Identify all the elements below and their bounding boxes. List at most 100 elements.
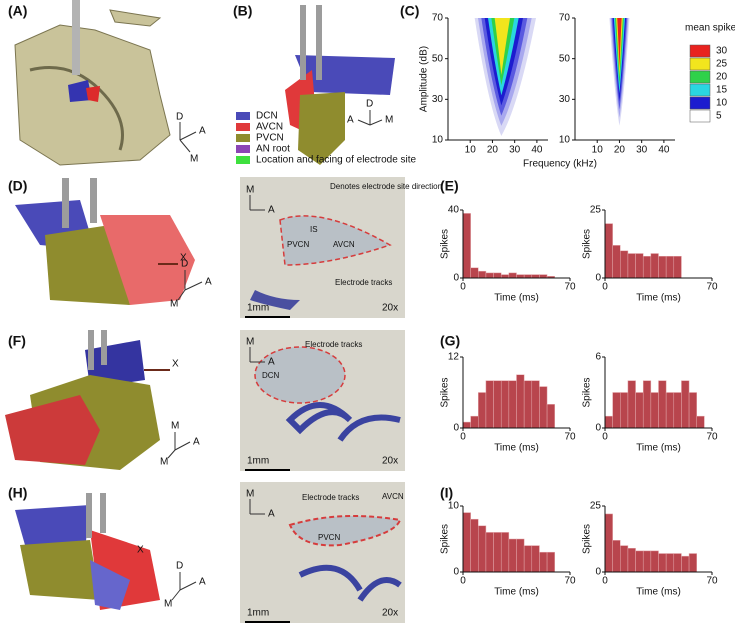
x-tick-label: 30 — [636, 145, 648, 156]
y-axis-label: Spikes — [440, 229, 451, 259]
y-tick-label: 50 — [432, 53, 444, 64]
y-tick-label: 25 — [590, 205, 602, 216]
bar — [500, 274, 510, 279]
x-tick-label: 0 — [460, 432, 466, 443]
axis-letter: M — [171, 421, 179, 432]
bar — [635, 550, 644, 573]
render-a — [14, 0, 171, 166]
contour-region — [617, 18, 622, 69]
y-tick-label: 0 — [595, 423, 601, 434]
colorbar-label: 5 — [716, 111, 722, 122]
bar — [627, 253, 636, 279]
legend-swatch — [236, 123, 250, 131]
x-tick-label: 40 — [658, 145, 670, 156]
bar — [673, 553, 682, 573]
bar — [462, 512, 471, 573]
bar — [658, 255, 667, 279]
x-axis-label: Frequency (kHz) — [523, 159, 597, 170]
x-axis-label: Time (ms) — [636, 587, 681, 598]
x-tick-label: 0 — [602, 576, 608, 587]
x-axis-label: Time (ms) — [636, 443, 681, 454]
legend-label: PVCN — [256, 133, 284, 144]
y-tick-label: 0 — [453, 423, 459, 434]
y-tick-label: 0 — [595, 273, 601, 284]
bar — [493, 272, 502, 279]
bar — [688, 392, 697, 429]
bar — [650, 253, 659, 279]
bar — [650, 392, 659, 429]
scale-label: 1mm — [247, 303, 269, 314]
y-tick-label: 10 — [448, 501, 460, 512]
bar — [539, 386, 548, 429]
legend-swatch — [236, 134, 250, 142]
bar — [462, 421, 471, 429]
scale-label: 1mm — [247, 456, 269, 467]
bar — [642, 255, 652, 279]
y-tick-label: 0 — [453, 567, 459, 578]
y-tick-label: 30 — [432, 94, 444, 105]
panel-label: (I) — [440, 485, 453, 501]
x-tick-label: 30 — [509, 145, 521, 156]
axis-letter: A — [199, 126, 206, 137]
bar — [673, 392, 682, 429]
panel-label: (G) — [440, 333, 460, 349]
histology-note: Denotes electrode site direction — [330, 182, 442, 191]
axis-letter: M — [160, 457, 168, 468]
axis-letter: A — [193, 437, 200, 448]
x-tick-label: 70 — [564, 576, 576, 587]
y-axis-label: Spikes — [582, 229, 593, 259]
axis-letter: D — [176, 112, 183, 123]
x-tick-label: 0 — [602, 432, 608, 443]
axis-letter: X — [180, 253, 187, 264]
bar — [642, 380, 652, 429]
bar — [546, 404, 555, 429]
legend-label: Location and facing of electrode site — [256, 155, 417, 166]
histology-label: Electrode tracks — [305, 340, 362, 349]
bar — [516, 538, 525, 573]
y-axis-label: Spikes — [582, 377, 593, 407]
legend-swatch — [236, 112, 250, 120]
axis-letter: D — [366, 99, 373, 110]
bar — [523, 380, 533, 429]
magnification: 20x — [382, 608, 398, 619]
contour-region — [494, 18, 510, 75]
scale-label: 1mm — [247, 608, 269, 619]
y-tick-label: 6 — [595, 352, 601, 363]
colorbar-swatch — [689, 109, 711, 123]
panel-label: (B) — [233, 3, 252, 19]
axis-letter: M — [246, 489, 254, 500]
panel-label: (C) — [400, 3, 419, 19]
y-axis-label: Spikes — [440, 524, 451, 554]
bar — [604, 415, 613, 429]
bar — [688, 553, 697, 573]
y-tick-label: 70 — [559, 13, 571, 24]
bar — [604, 223, 613, 279]
bar — [485, 272, 494, 279]
x-tick-label: 20 — [487, 145, 499, 156]
bar — [523, 545, 533, 573]
panel-label: (E) — [440, 178, 459, 194]
x-axis-label: Time (ms) — [636, 293, 681, 304]
bar — [470, 267, 479, 279]
magnification: 20x — [382, 456, 398, 467]
axis-letter: M — [164, 599, 172, 610]
x-axis-label: Time (ms) — [494, 587, 539, 598]
axis-letter: D — [176, 561, 183, 572]
bar — [635, 253, 644, 279]
bar — [681, 380, 690, 429]
bar — [508, 380, 517, 429]
colorbar-label: 10 — [716, 98, 728, 109]
colorbar-label: 15 — [716, 85, 728, 96]
x-tick-label: 70 — [706, 576, 718, 587]
axis-letter: D — [181, 259, 188, 270]
render-b — [285, 5, 395, 165]
bar — [470, 415, 479, 429]
y-tick-label: 0 — [595, 567, 601, 578]
render-h — [15, 493, 160, 610]
bar — [478, 392, 487, 429]
bar — [500, 532, 510, 573]
y-tick-label: 25 — [590, 501, 602, 512]
bar — [627, 380, 636, 429]
bar — [658, 380, 667, 429]
bar — [485, 532, 494, 573]
